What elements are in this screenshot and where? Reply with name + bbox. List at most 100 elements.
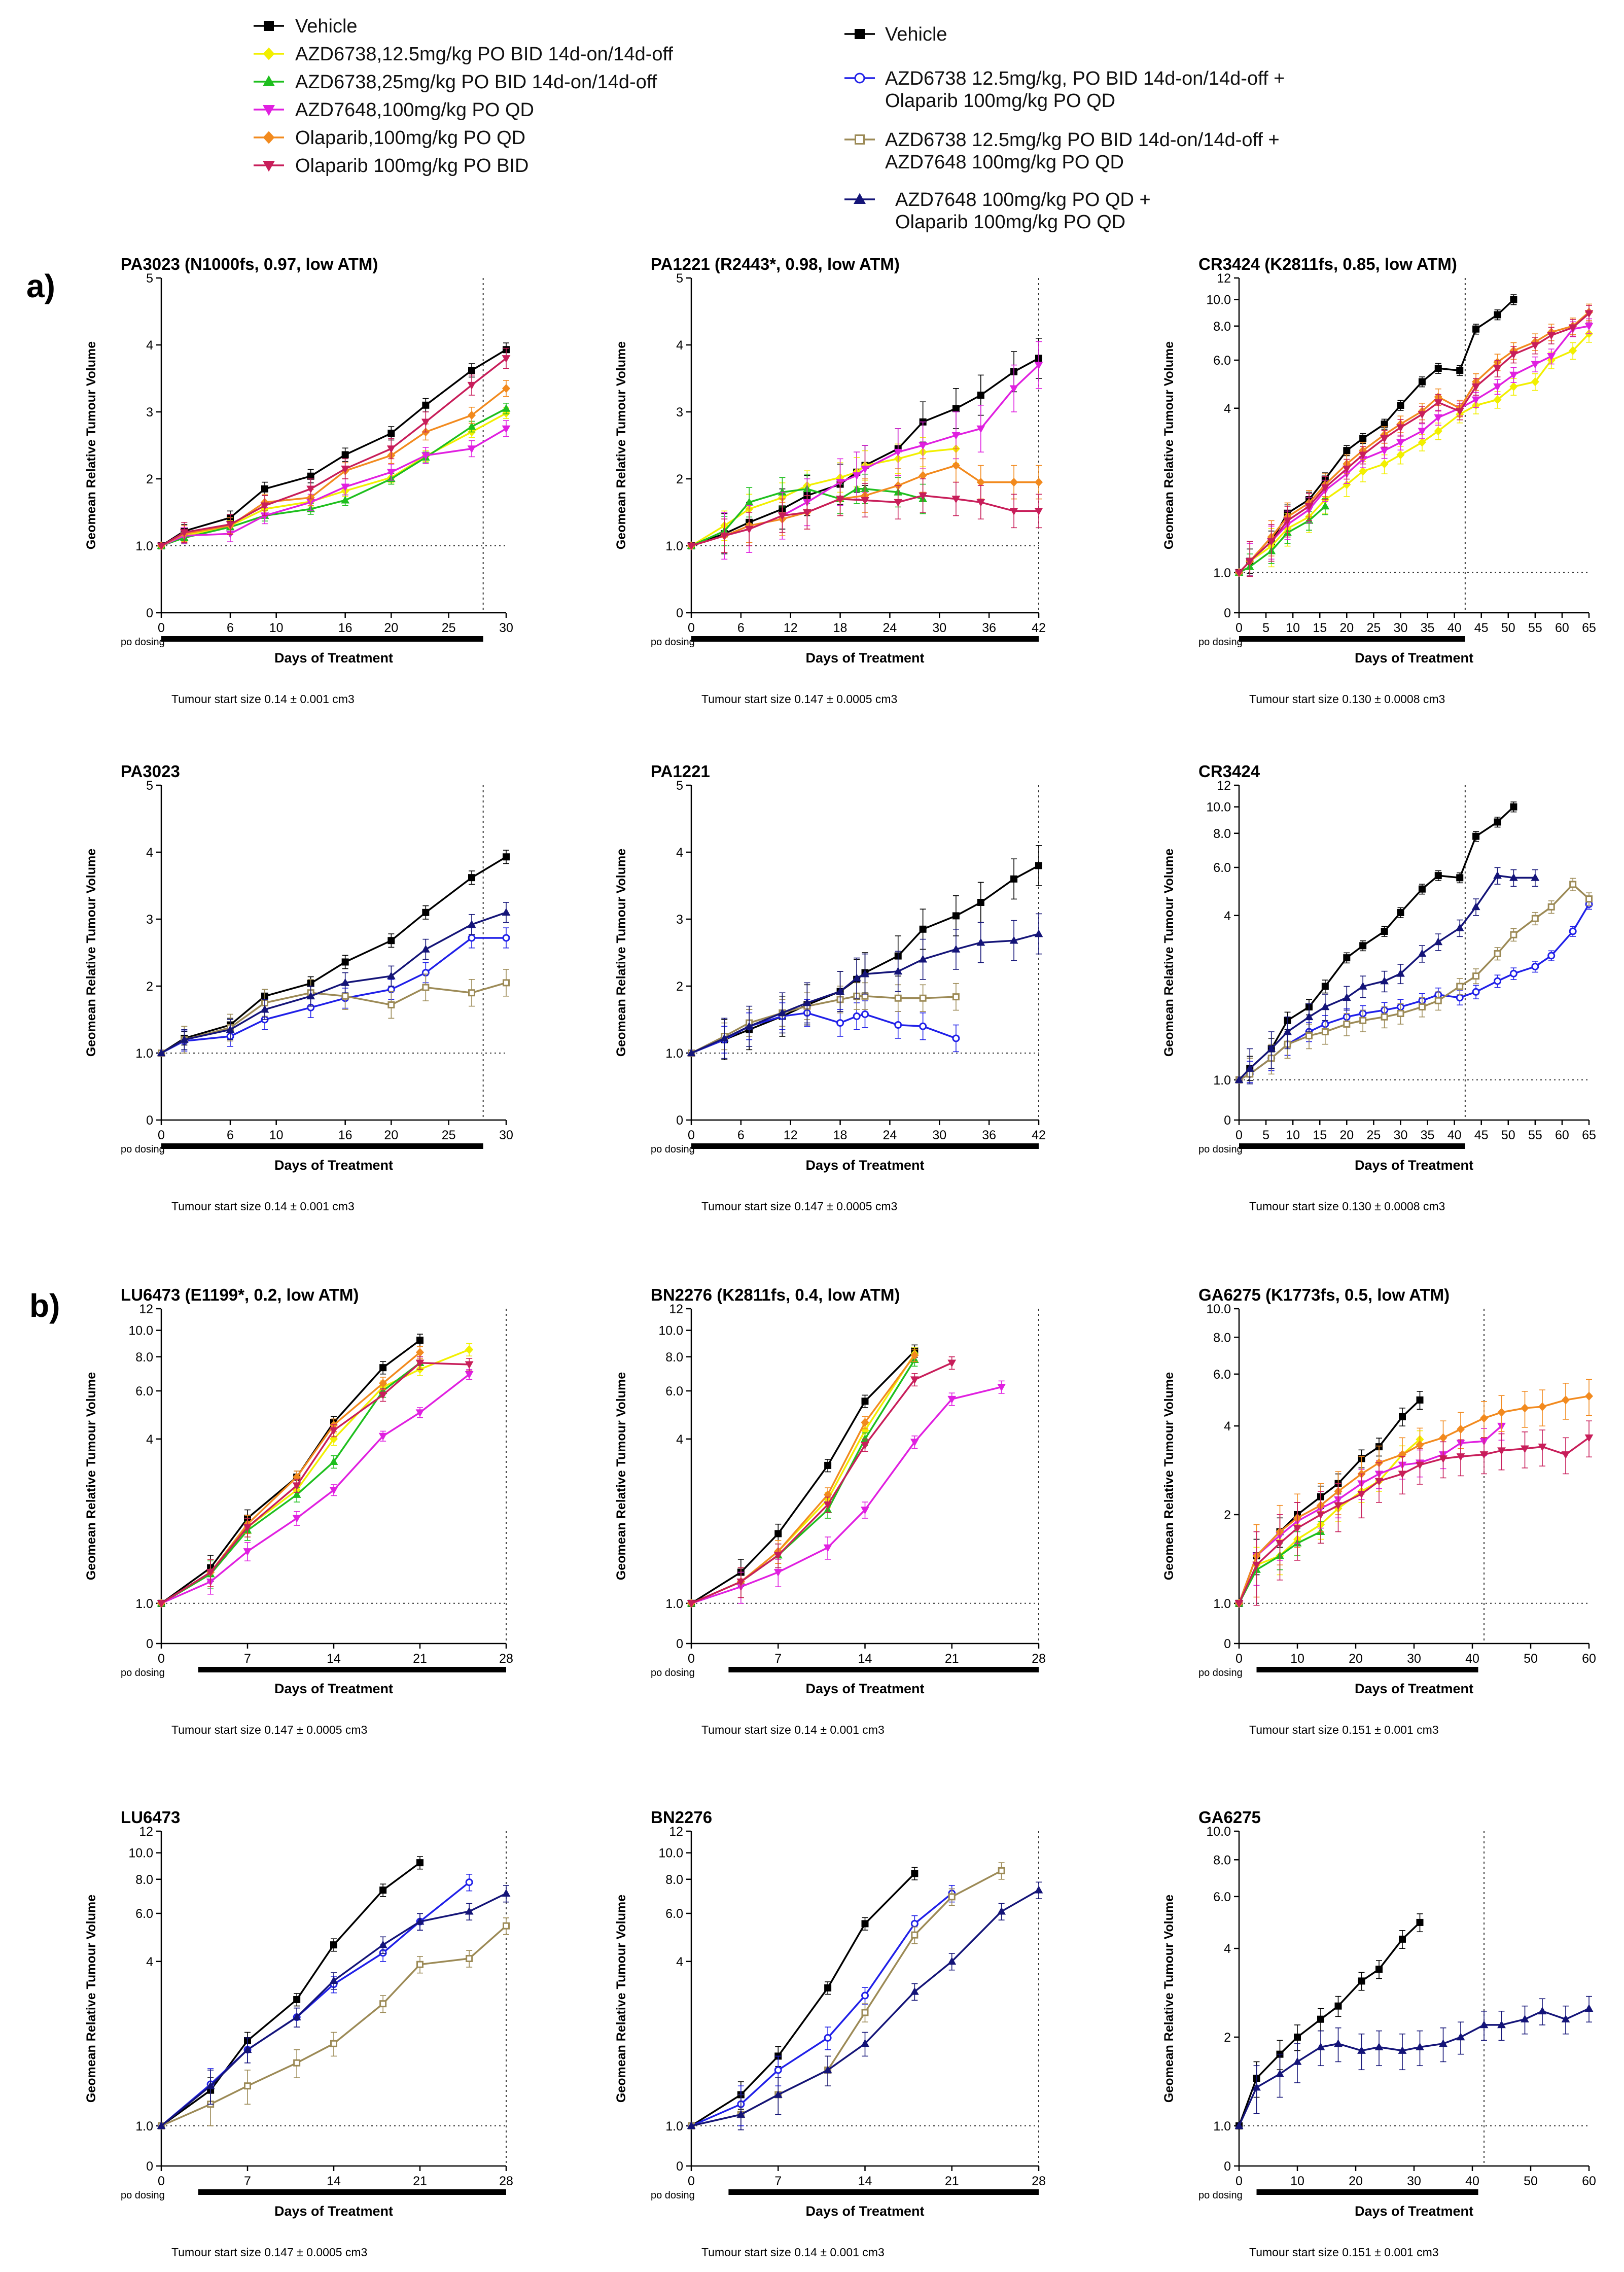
y-tick-label: 8.0 (1213, 1853, 1231, 1867)
data-point (894, 448, 903, 457)
x-tick-label: 42 (1032, 621, 1046, 635)
series-line (1238, 806, 1514, 1081)
data-point (307, 472, 314, 480)
data-point (976, 425, 985, 433)
series (687, 1885, 956, 2130)
x-tick-label: 50 (1501, 1128, 1515, 1142)
y-tick-label: 4 (676, 338, 683, 353)
series-line (691, 1359, 915, 1604)
y-tick-label: 10.0 (1206, 1302, 1231, 1316)
data-point (1494, 311, 1501, 319)
data-point (861, 2009, 869, 2016)
x-tick-label: 28 (499, 2174, 513, 2188)
tumour-start-size: Tumour start size 0.14 ± 0.001 cm3 (701, 1723, 885, 1736)
y-tick-label: 8.0 (135, 1873, 153, 1887)
data-point (1343, 1020, 1351, 1028)
data-point (1472, 972, 1480, 980)
chart-panel: GA6275 0 1.0 2 4 6.0 8.0 10.0 0 10 20 30 40 50 60 Geome… (1162, 1808, 1596, 2259)
data-point (1358, 982, 1367, 990)
dosing-bar (1239, 1143, 1465, 1149)
data-point (1547, 353, 1556, 361)
x-tick-label: 0 (688, 621, 695, 635)
data-point (502, 355, 511, 363)
data-point (976, 938, 985, 946)
chart-title: CR3424 (1198, 762, 1260, 781)
y-tick-label: 1.0 (665, 539, 683, 553)
data-point (502, 404, 511, 412)
chart-panel: BN2276 0 1.0 4 6.0 8.0 10.0 12 0 7 14 21 28 Geomean R… (614, 1808, 1046, 2259)
x-tick-label: 30 (1407, 2174, 1421, 2188)
data-point (1276, 1540, 1284, 1548)
tumour-start-size: Tumour start size 0.14 ± 0.001 cm3 (701, 2246, 885, 2259)
x-axis-label: Days of Treatment (805, 1158, 924, 1173)
x-tick-label: 6 (737, 1128, 745, 1142)
x-tick-label: 20 (1339, 621, 1354, 635)
data-point (243, 1548, 252, 1556)
section-label-b: b) (29, 1287, 60, 1324)
data-point (861, 2039, 869, 2047)
data-point (378, 1391, 387, 1400)
data-point (774, 2066, 782, 2074)
data-point (823, 1544, 832, 1552)
data-point (1531, 962, 1539, 970)
x-tick-label: 65 (1582, 621, 1596, 635)
data-point (157, 2121, 166, 2129)
series-line (691, 933, 1039, 1054)
data-point (1381, 420, 1388, 428)
series (1234, 305, 1594, 577)
data-point (947, 1359, 957, 1368)
data-point (836, 1019, 844, 1027)
data-point (947, 1957, 957, 1965)
data-point (1509, 351, 1518, 359)
x-tick-label: 10 (1290, 1652, 1304, 1666)
chart-panel: PA1221 (R2443*, 0.98, low ATM) 0 1.0 2 3 4 5 0 6… (614, 255, 1046, 706)
data-point (1439, 1433, 1448, 1442)
y-tick-label: 10.0 (128, 1846, 153, 1861)
y-tick-label: 10.0 (128, 1324, 153, 1338)
po-dosing-label: po dosing (1198, 2190, 1243, 2201)
po-dosing-label: po dosing (1198, 637, 1243, 648)
data-point (386, 445, 396, 453)
data-point (745, 498, 754, 506)
x-tick-label: 55 (1528, 621, 1542, 635)
y-tick-label: 1.0 (135, 1597, 153, 1611)
series-line (161, 982, 507, 1054)
data-point (387, 430, 395, 437)
series (687, 1356, 957, 1608)
data-point (997, 1907, 1006, 1915)
x-axis-label: Days of Treatment (1355, 1681, 1473, 1696)
data-point (1531, 361, 1540, 369)
x-tick-label: 40 (1448, 1128, 1462, 1142)
data-point (341, 496, 350, 504)
x-tick-label: 28 (1032, 2174, 1046, 2188)
data-point (1531, 377, 1539, 387)
po-dosing-label: po dosing (651, 2190, 695, 2201)
y-tick-label: 5 (146, 779, 153, 793)
data-point (1479, 2020, 1489, 2029)
data-point (1380, 435, 1389, 443)
data-point (852, 973, 861, 982)
x-tick-label: 36 (982, 1128, 996, 1142)
data-point (1521, 1445, 1529, 1453)
x-tick-label: 15 (1313, 1128, 1327, 1142)
x-tick-label: 18 (833, 621, 848, 635)
data-point (910, 1919, 919, 1928)
data-point (1497, 1447, 1506, 1455)
y-axis-label: Geomean Relative Tumour Volume (614, 1895, 628, 2103)
data-point (1009, 385, 1018, 393)
y-tick-label: 2 (1224, 1508, 1231, 1522)
chart-title: LU6473 (121, 1808, 180, 1827)
data-point (1521, 2014, 1529, 2023)
dosing-bar (198, 1667, 506, 1672)
data-point (1471, 396, 1480, 404)
data-point (1396, 969, 1405, 977)
data-point (774, 1530, 782, 1537)
chart-panel: BN2276 (K2811fs, 0.4, low ATM) 0 1.0 4 6.0 8.… (614, 1285, 1046, 1736)
x-axis-label: Days of Treatment (805, 650, 924, 666)
data-point (745, 1022, 754, 1030)
series-line (1238, 875, 1535, 1081)
x-tick-label: 24 (883, 1128, 897, 1142)
data-point (824, 1461, 832, 1469)
legend-entry: Olaparib 100mg/kg PO BID (254, 155, 528, 177)
y-tick-label: 8.0 (1213, 827, 1231, 841)
